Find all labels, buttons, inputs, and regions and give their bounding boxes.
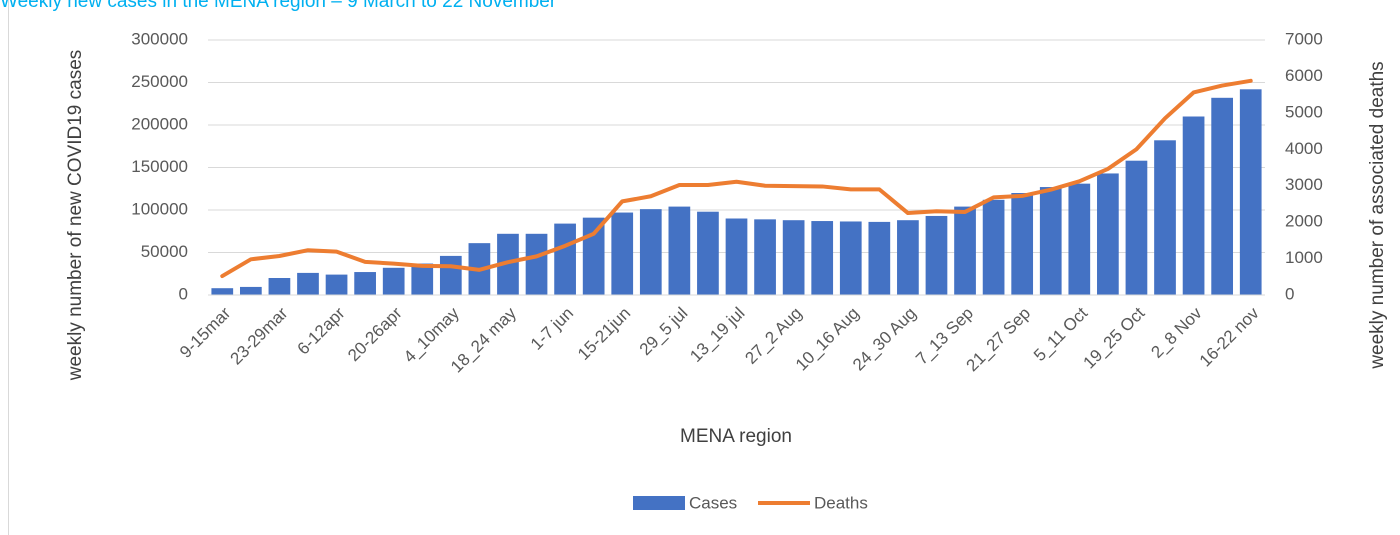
y-tick-label: 100000	[131, 199, 188, 218]
y2-tick-label: 5000	[1285, 102, 1323, 121]
bar	[954, 206, 976, 295]
chart-frame	[8, 0, 9, 535]
y2-tick-label: 0	[1285, 284, 1294, 303]
x-tick-label: 15-21jun	[574, 304, 634, 364]
bar	[268, 278, 291, 295]
bar	[439, 255, 462, 295]
x-tick-label: 23-29mar	[227, 303, 292, 368]
bar	[725, 218, 748, 295]
bar	[1211, 97, 1234, 295]
bar	[411, 263, 434, 295]
x-axis-title: MENA region	[680, 426, 792, 447]
y-tick-label: 250000	[131, 72, 188, 91]
bar	[211, 288, 234, 295]
bar	[1154, 140, 1176, 295]
bar	[1239, 89, 1262, 295]
bar	[497, 233, 519, 295]
bar	[1097, 173, 1119, 295]
x-tick-label: 13_19 jul	[686, 304, 748, 366]
bar	[982, 199, 1005, 295]
legend-swatch	[633, 496, 685, 510]
y-axis-title: weekly number of new COVID19 cases	[65, 50, 86, 382]
bar	[297, 272, 319, 295]
bar	[925, 215, 948, 295]
bar	[239, 286, 262, 295]
bar	[897, 220, 919, 295]
y2-tick-label: 3000	[1285, 175, 1323, 194]
bar	[325, 274, 348, 295]
bar	[697, 211, 719, 295]
bar	[1068, 183, 1091, 295]
bar	[811, 221, 834, 295]
line	[220, 78, 1253, 279]
x-tick-label: 6-12apr	[294, 303, 349, 358]
bar	[839, 221, 862, 295]
y-tick-label: 0	[179, 284, 188, 303]
x-tick-label: 19_25 Oct	[1080, 303, 1149, 372]
bar	[582, 217, 605, 295]
y2-tick-label: 7000	[1285, 29, 1323, 48]
x-tick-label: 29_5 jul	[636, 304, 692, 360]
bar	[868, 221, 891, 295]
y2-axis-title: weekly number of associated deaths	[1367, 61, 1388, 369]
bar	[668, 206, 691, 295]
bar	[639, 209, 662, 295]
x-tick-label: 9-15mar	[176, 303, 234, 361]
y2-tick-label: 4000	[1285, 139, 1323, 158]
bar	[1125, 160, 1148, 295]
legend-label: Cases	[689, 493, 737, 512]
legend-label: Deaths	[814, 493, 868, 512]
y-tick-label: 300000	[131, 29, 188, 48]
bar	[554, 223, 576, 295]
bar	[754, 219, 776, 295]
bar	[1011, 193, 1034, 295]
bar	[611, 212, 634, 295]
bar	[525, 233, 548, 295]
y-tick-label: 50000	[141, 242, 188, 261]
x-tick-label: 16-22 nov	[1196, 303, 1263, 370]
bar	[382, 267, 405, 295]
y-tick-label: 200000	[131, 114, 188, 133]
y2-tick-label: 1000	[1285, 248, 1323, 267]
bar	[782, 220, 805, 295]
x-tick-label: 2_8 Nov	[1147, 303, 1206, 362]
chart-title: Weekly new cases in the MENA region – 9 …	[0, 0, 557, 12]
y2-tick-label: 2000	[1285, 212, 1323, 231]
x-tick-label: 1-7 jun	[527, 304, 577, 354]
bar	[1039, 187, 1062, 295]
y-tick-label: 150000	[131, 157, 188, 176]
x-tick-label: 20-26apr	[344, 303, 406, 365]
y2-tick-label: 6000	[1285, 66, 1323, 85]
bar	[354, 272, 376, 295]
bar	[1182, 116, 1205, 295]
